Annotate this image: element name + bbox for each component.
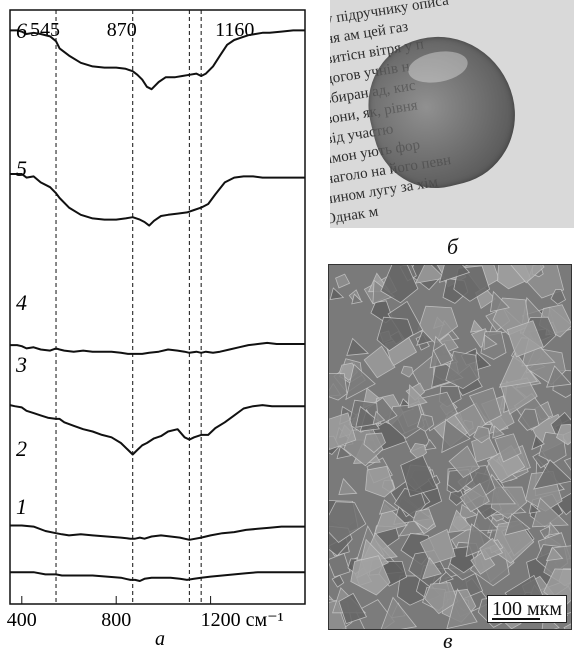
x-tick-label-800: 800 <box>101 609 131 631</box>
sem-grain <box>412 508 435 530</box>
plot-frame <box>9 9 306 605</box>
sem-grain <box>517 408 540 431</box>
sem-grain <box>445 350 480 390</box>
glass-photo: у підручнику описа ня ам цей газ витісн ві… <box>330 0 574 228</box>
sem-grain <box>331 574 345 588</box>
sem-grain <box>365 465 395 498</box>
curve-number-6: 6 <box>16 18 27 43</box>
sem-grain <box>531 434 545 451</box>
sem-grain <box>472 507 500 532</box>
sem-grain <box>338 477 358 495</box>
sem-grain <box>448 445 480 479</box>
sem-grain <box>470 319 484 333</box>
spectrum-curve-5 <box>10 173 305 227</box>
sem-grain <box>468 387 502 425</box>
curve-number-4: 4 <box>16 290 27 315</box>
sem-grain <box>351 293 363 305</box>
panel-b-label: б <box>447 234 459 259</box>
peak-label-870: 870 <box>107 19 137 41</box>
sem-micrograph: 100 мкм <box>328 264 572 630</box>
sem-grain <box>510 265 545 284</box>
sem-grain <box>376 316 414 352</box>
sem-grain <box>556 423 571 446</box>
sem-grain <box>492 425 505 439</box>
sem-grain <box>329 501 367 544</box>
sem-grain <box>548 521 560 536</box>
panel-c-label: в <box>443 628 453 653</box>
scale-bar <box>491 618 540 620</box>
sem-grain <box>528 503 541 514</box>
sem-grain <box>448 509 474 533</box>
sem-grain <box>498 351 539 388</box>
sem-grain <box>563 457 571 471</box>
sem-grain <box>504 513 531 536</box>
peak-label-1160: 1160 <box>215 19 254 41</box>
sem-grain <box>338 592 368 625</box>
sem-grain <box>545 546 564 562</box>
sem-grain <box>433 343 454 366</box>
sem-grain <box>448 490 466 506</box>
sem-grain <box>419 528 456 565</box>
sem-grain <box>329 412 357 451</box>
sem-grain <box>473 425 491 444</box>
sem-grain <box>471 434 499 463</box>
sem-grain <box>441 418 471 454</box>
sem-grain <box>459 482 490 513</box>
curve-number-5: 5 <box>16 156 27 181</box>
spectrum-curve-3 <box>9 404 305 456</box>
sem-grain <box>329 287 345 300</box>
sem-grain <box>336 445 352 460</box>
sem-grain <box>380 596 418 629</box>
sem-grain <box>490 290 510 313</box>
sem-grain <box>533 459 571 490</box>
sem-grain <box>417 413 435 432</box>
panel-a-label: а <box>155 628 165 650</box>
photo-text-line: Однак м <box>330 203 380 228</box>
sem-grain <box>421 556 442 580</box>
spectrum-curve-2 <box>10 524 305 541</box>
sem-grain <box>400 365 414 378</box>
sem-grain <box>350 555 391 596</box>
sem-grain <box>438 265 471 284</box>
curve-number-1: 1 <box>16 494 27 519</box>
sem-grain <box>329 552 351 578</box>
sem-grain <box>378 499 398 515</box>
x-tick-label-1200: 1200 см⁻¹ <box>201 609 284 631</box>
sem-grain <box>380 265 419 304</box>
sem-grain <box>416 329 434 346</box>
sem-grain <box>329 373 348 401</box>
sem-grain <box>335 273 351 289</box>
peak-label-545: 545 <box>30 19 60 41</box>
scale-bar-label: 100 мкм <box>491 598 562 620</box>
sem-grain <box>424 582 459 615</box>
sem-grain <box>363 432 386 454</box>
sem-grain <box>506 320 544 358</box>
sem-grain <box>400 454 438 497</box>
sem-grain <box>346 337 370 356</box>
sem-grain <box>446 588 478 629</box>
sem-grain <box>479 537 504 561</box>
sem-grain <box>407 384 428 409</box>
sem-grain <box>550 288 567 305</box>
curve-number-2: 2 <box>16 436 27 461</box>
scale-bar-box: 100 мкм <box>486 595 567 623</box>
sem-grain <box>499 377 538 415</box>
sem-grain <box>415 265 446 284</box>
sem-grain <box>563 623 571 629</box>
spectrum-curve-4 <box>10 341 305 355</box>
sem-grain <box>345 363 376 401</box>
sem-grain <box>372 410 386 426</box>
ir-spectra-chart: 545 870 1160 6 5 4 3 2 1 400 800 1200 см⁻¹ а <box>7 9 306 650</box>
spectrum-curve-6 <box>10 29 305 91</box>
spectrum-curve-1 <box>10 571 305 582</box>
sem-grain <box>423 438 437 451</box>
x-tick-label-400: 400 <box>7 609 37 631</box>
sem-grain <box>483 334 498 351</box>
curve-number-3: 3 <box>15 352 27 377</box>
sem-grain <box>494 433 522 463</box>
sem-grain <box>545 365 571 388</box>
sem-grain <box>363 345 396 379</box>
